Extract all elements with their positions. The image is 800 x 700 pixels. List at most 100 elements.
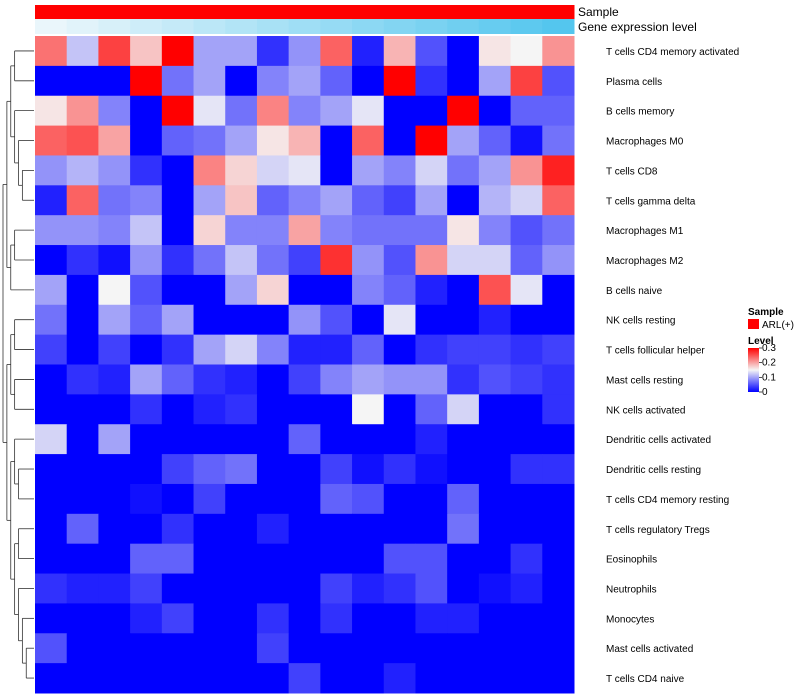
expression-annotation-cell [66, 19, 99, 34]
heatmap-cell [288, 483, 321, 515]
row-labels: T cells CD4 memory activated Plasma cells… [606, 47, 739, 685]
heatmap-cell [352, 603, 385, 634]
sample-annotation-cell [98, 5, 131, 19]
heatmap-cell [66, 334, 99, 365]
heatmap-cell [447, 513, 480, 545]
heatmap-cell [288, 125, 321, 156]
heatmap-cell [35, 245, 68, 276]
heatmap-cell [352, 274, 385, 306]
heatmap-cell [35, 215, 68, 246]
annotation-labels: Sample Gene expression level [578, 5, 697, 34]
heatmap-cell [130, 274, 163, 306]
heatmap-cell [415, 454, 448, 485]
heatmap-cell [478, 633, 512, 664]
heatmap-cell [193, 483, 226, 515]
sample-annotation-cell [320, 5, 353, 19]
heatmap-cell [352, 334, 385, 365]
expression-annotation-cell [193, 19, 226, 34]
heatmap-cell [130, 215, 163, 246]
heatmap-cell [320, 513, 353, 545]
heatmap-cell [415, 513, 448, 545]
heatmap-cell [256, 185, 290, 216]
heatmap-cell [66, 364, 99, 395]
heatmap-cell [510, 274, 543, 306]
heatmap-cell [66, 394, 99, 425]
heatmap-cell [320, 633, 353, 664]
heatmap-cell [161, 245, 195, 276]
heatmap-cell [161, 155, 195, 186]
heatmap-cell [415, 633, 448, 664]
row-label: Plasma cells [606, 77, 662, 88]
heatmap-cell [98, 185, 131, 216]
heatmap-cell [225, 483, 258, 515]
heatmap-cell [193, 454, 226, 485]
heatmap-cell [98, 65, 131, 97]
heatmap-cell [542, 274, 575, 306]
heatmap-cell [383, 364, 416, 395]
heatmap-cell [35, 603, 68, 634]
row-label: Monocytes [606, 614, 654, 625]
heatmap-cell [510, 125, 543, 156]
heatmap-cell [510, 215, 543, 246]
heatmap-cell [256, 155, 290, 186]
heatmap-cell [352, 155, 385, 186]
heatmap-cell [415, 304, 448, 336]
row-label: Mast cells resting [606, 375, 683, 386]
heatmap-cell [288, 454, 321, 485]
heatmap-cell [161, 543, 195, 575]
heatmap-cell [193, 513, 226, 545]
heatmap-cell [288, 364, 321, 395]
heatmap-cell [35, 95, 68, 127]
expression-annotation-cell [130, 19, 163, 34]
heatmap-cell [447, 603, 480, 634]
heatmap-cell [383, 394, 416, 425]
heatmap-cell [98, 245, 131, 276]
heatmap-cell [478, 573, 512, 604]
heatmap-cell [383, 274, 416, 306]
heatmap-cell [130, 304, 163, 336]
heatmap-cell [161, 185, 195, 216]
heatmap-cell [288, 65, 321, 97]
heatmap-cell [383, 65, 416, 97]
legend-sample-label: ARL(+) [762, 320, 794, 331]
heatmap-cell [130, 36, 163, 67]
legend-level-tick-label: 0.3 [762, 343, 776, 354]
heatmap-cell [510, 633, 543, 664]
heatmap-cell [193, 185, 226, 216]
heatmap-cell [510, 603, 543, 634]
heatmap-cell [130, 424, 163, 455]
heatmap-cell [193, 36, 226, 67]
heatmap-cell [256, 573, 290, 604]
heatmap-cell [225, 36, 258, 67]
heatmap-cell [352, 185, 385, 216]
heatmap-cell [383, 633, 416, 664]
heatmap-cell [288, 603, 321, 634]
heatmap-cell [352, 394, 385, 425]
heatmap-cell [288, 245, 321, 276]
heatmap-cell [98, 334, 131, 365]
heatmap-cell [288, 36, 321, 67]
heatmap-cell [447, 125, 480, 156]
heatmap-cell [98, 304, 131, 336]
heatmap-cell [35, 125, 68, 156]
heatmap-cell [98, 394, 131, 425]
heatmap-cell [98, 274, 131, 306]
heatmap-cell [478, 36, 512, 67]
row-label: Mast cells activated [606, 644, 693, 655]
heatmap-cell [478, 155, 512, 186]
heatmap-cell [542, 424, 575, 455]
heatmap-cell [352, 573, 385, 604]
heatmap-cell [66, 633, 99, 664]
heatmap-cell [320, 663, 353, 694]
heatmap-cell [478, 424, 512, 455]
heatmap-cell [288, 155, 321, 186]
heatmap-cell [130, 245, 163, 276]
heatmap-cell [256, 274, 290, 306]
heatmap-cell [383, 603, 416, 634]
sample-annotation-cell [193, 5, 226, 19]
heatmap-cell [161, 334, 195, 365]
heatmap-cell [66, 573, 99, 604]
heatmap-cell [35, 543, 68, 575]
heatmap-cell [352, 125, 385, 156]
heatmap-cell [193, 543, 226, 575]
